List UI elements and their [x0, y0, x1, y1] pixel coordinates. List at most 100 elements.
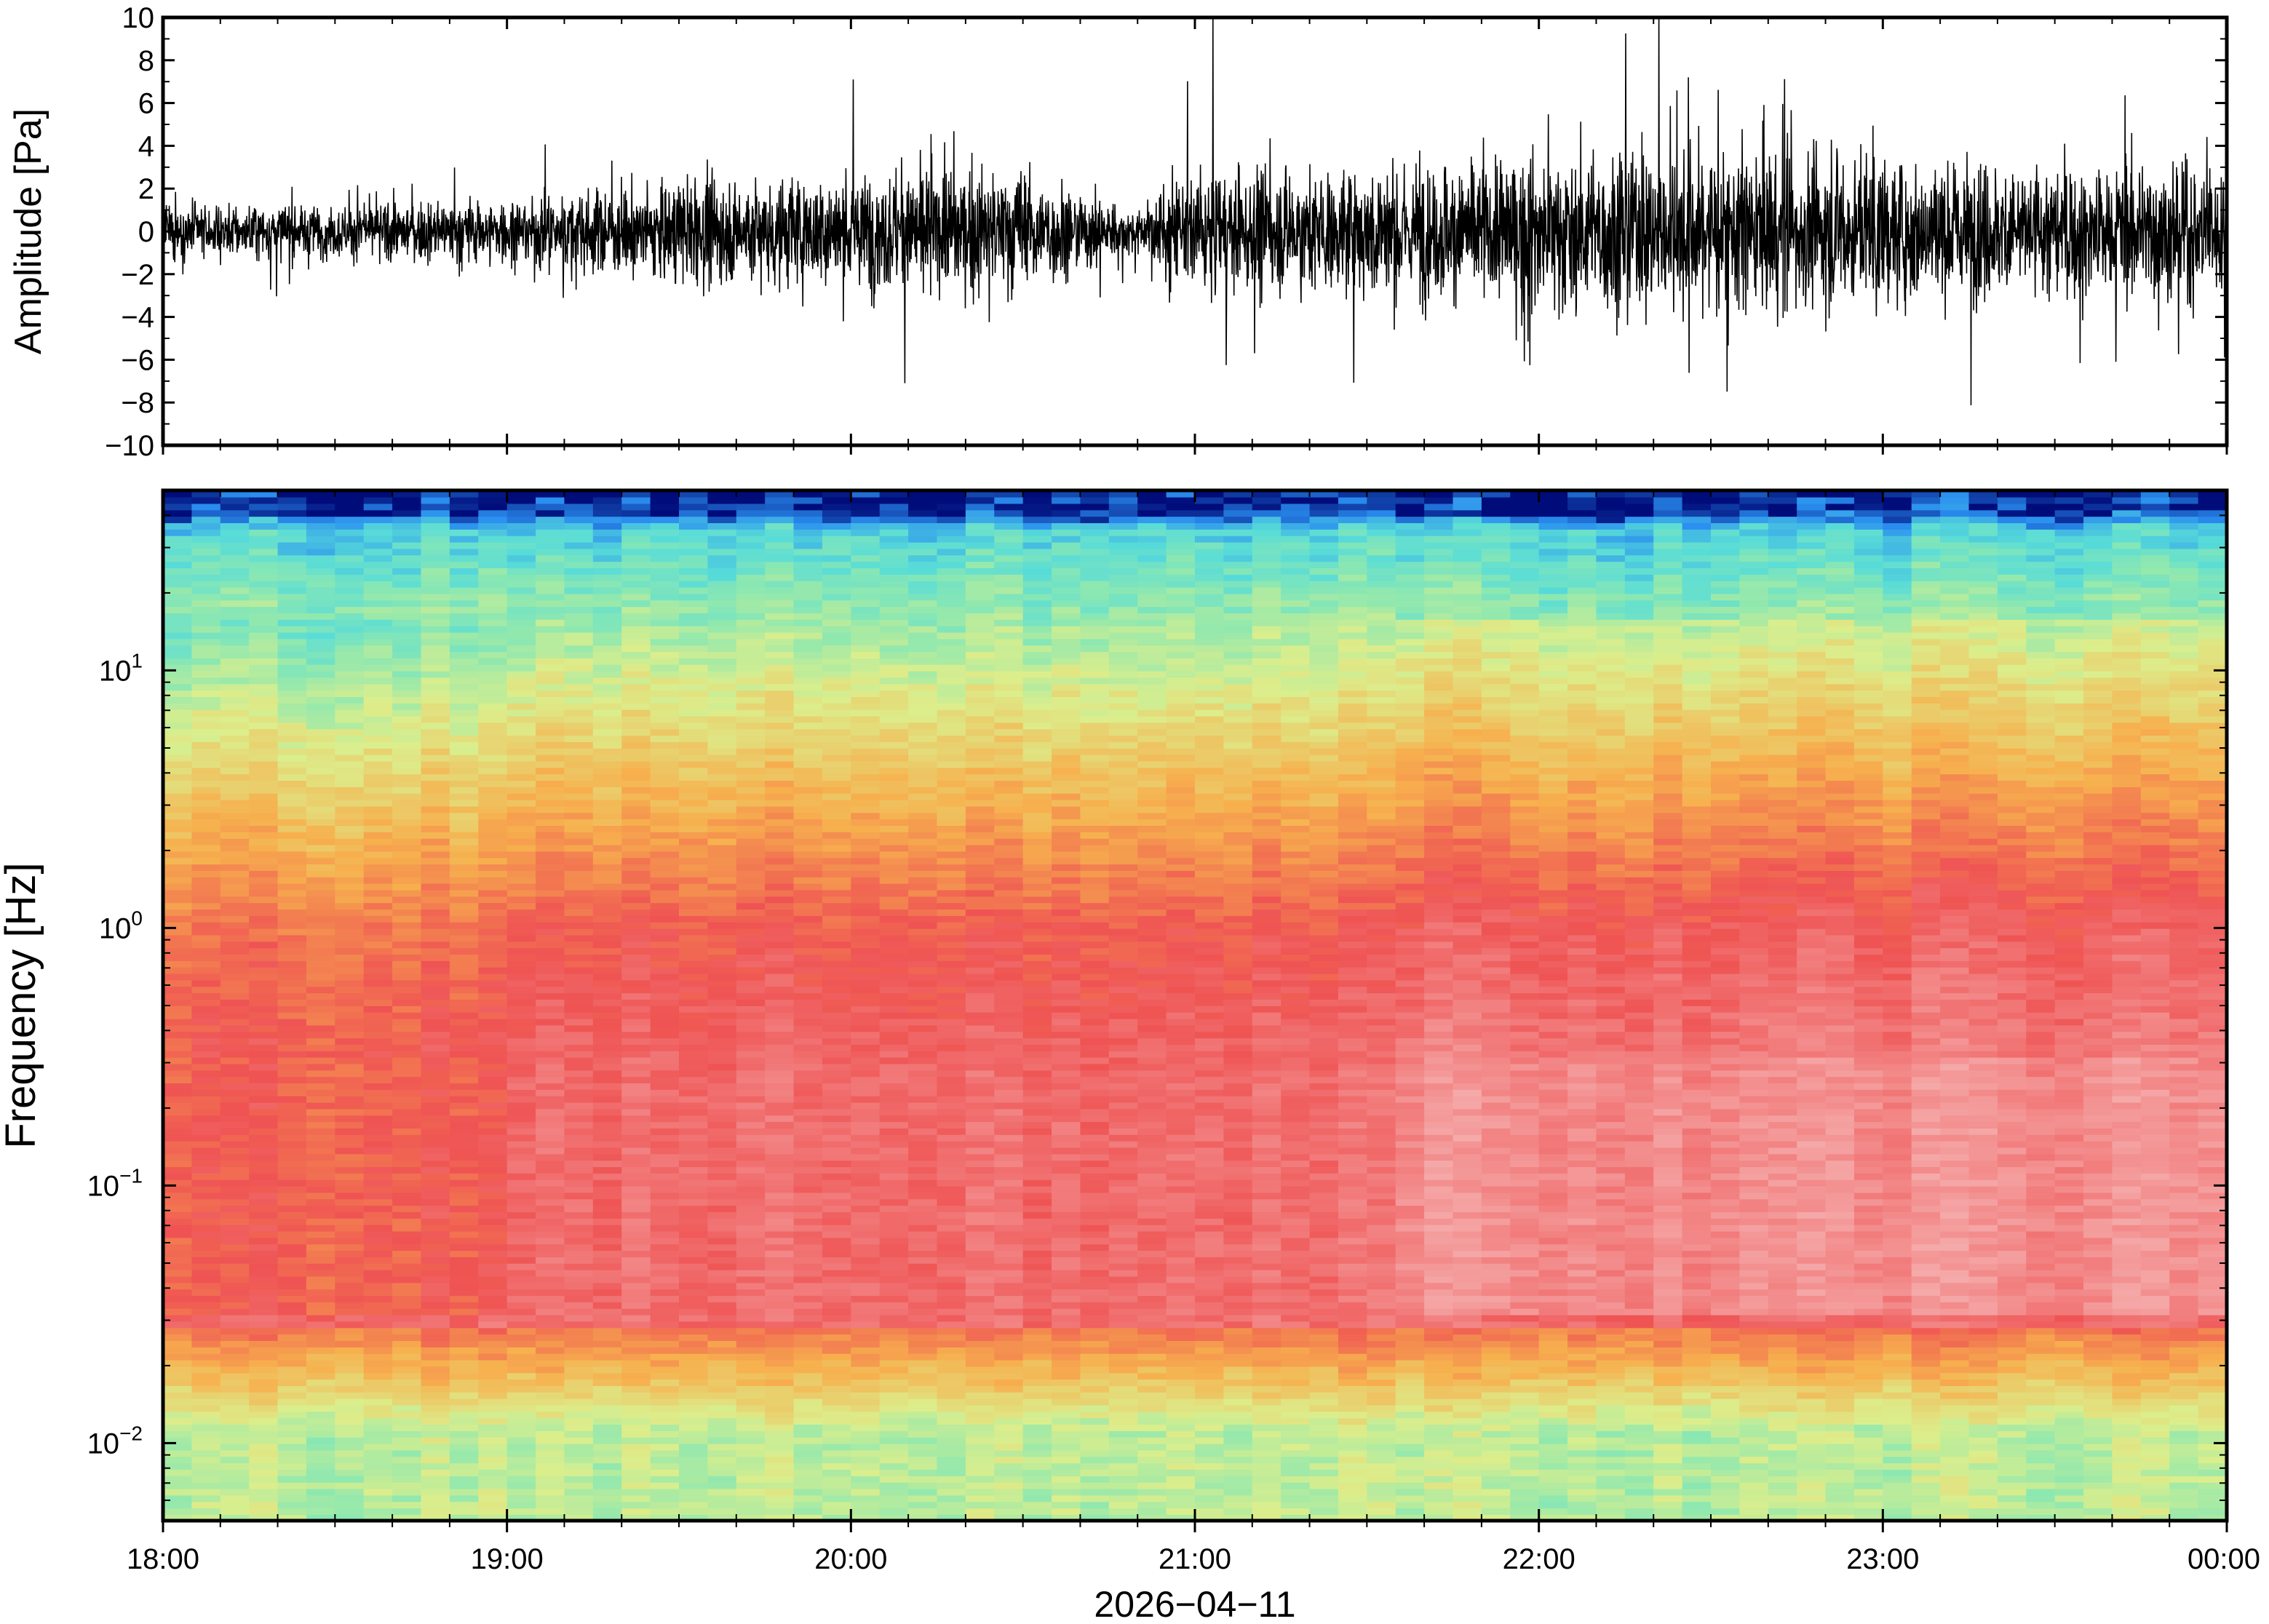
- spectrogram-cell: [249, 851, 279, 859]
- spectrogram-cell: [163, 1115, 193, 1123]
- spectrogram-cell: [392, 735, 422, 742]
- spectrogram-cell: [707, 1018, 737, 1026]
- spectrogram-cell: [650, 787, 680, 794]
- spectrogram-cell: [879, 1153, 909, 1161]
- spectrogram-cell: [822, 844, 852, 852]
- spectrogram-cell: [392, 600, 422, 608]
- spectrogram-cell: [449, 645, 480, 653]
- spectrogram-cell: [1022, 690, 1052, 697]
- spectrogram-cell: [707, 1443, 737, 1451]
- spectrogram-cell: [421, 1147, 450, 1155]
- spectrogram-cell: [449, 1449, 480, 1457]
- spectrogram-cell: [249, 966, 279, 974]
- spectrogram-cell: [621, 1327, 651, 1335]
- spectrogram-cell: [994, 1038, 1024, 1045]
- spectrogram-cell: [650, 735, 680, 742]
- spectrogram-cell: [707, 857, 737, 865]
- spectrogram-cell: [765, 1398, 795, 1406]
- spectrogram-cell: [650, 568, 680, 575]
- spectrogram-cell: [536, 1443, 565, 1451]
- spectrogram-cell: [363, 819, 393, 826]
- spectrogram-cell: [421, 522, 450, 530]
- spectrogram-cell: [392, 1205, 422, 1212]
- spectrogram-cell: [478, 954, 508, 961]
- spectrogram-cell: [536, 1282, 565, 1290]
- spectrogram-cell: [421, 1321, 450, 1329]
- spectrogram-cell: [937, 1372, 966, 1380]
- spectrogram-cell: [765, 986, 795, 994]
- spectrogram-cell: [621, 509, 651, 517]
- spectrogram-cell: [879, 986, 909, 994]
- spectrogram-cell: [335, 490, 365, 498]
- spectrogram-cell: [421, 1153, 450, 1161]
- spectrogram-cell: [851, 1321, 881, 1329]
- spectrogram-cell: [191, 960, 221, 968]
- spectrogram-cell: [478, 1038, 508, 1045]
- spectrogram-cell: [765, 703, 795, 710]
- spectrogram-cell: [822, 1469, 852, 1476]
- spectrogram-cell: [937, 1366, 966, 1374]
- spectrogram-cell: [191, 837, 221, 845]
- spectrogram-cell: [879, 1179, 909, 1187]
- spectrogram-cell: [994, 1205, 1024, 1212]
- spectrogram-cell: [937, 1321, 966, 1329]
- spectrogram-cell: [1022, 1436, 1052, 1444]
- spectrogram-cell: [908, 1102, 938, 1110]
- spectrogram-cell: [564, 966, 594, 974]
- spectrogram-cell: [277, 941, 307, 949]
- spectrogram-cell: [879, 877, 909, 884]
- spectrogram-cell: [363, 1102, 393, 1110]
- spectrogram-cell: [449, 1121, 480, 1129]
- spectrogram-cell: [392, 1359, 422, 1367]
- spectrogram-cell: [879, 535, 909, 543]
- spectrogram-cell: [249, 1031, 279, 1039]
- spectrogram-cell: [449, 805, 480, 813]
- spectrogram-cell: [965, 1089, 996, 1096]
- spectrogram-cell: [421, 1211, 450, 1219]
- spectrogram-cell: [937, 715, 966, 723]
- spectrogram-cell: [1052, 1302, 1081, 1309]
- spectrogram-cell: [163, 1153, 193, 1161]
- spectrogram-cell: [277, 857, 307, 865]
- spectrogram-cell: [592, 825, 623, 832]
- spectrogram-cell: [822, 1494, 852, 1502]
- spectrogram-cell: [1022, 1443, 1052, 1451]
- spectrogram-cell: [621, 1449, 651, 1457]
- spectrogram-cell: [851, 496, 881, 504]
- spectrogram-cell: [937, 754, 966, 762]
- spectrogram-cell: [220, 1275, 250, 1283]
- spectrogram-cell: [937, 1102, 966, 1110]
- spectrogram-cell: [249, 1334, 279, 1341]
- spectrogram-cell: [191, 535, 221, 543]
- spectrogram-cell: [592, 1359, 623, 1367]
- spectrogram-cell: [994, 1340, 1024, 1348]
- spectrogram-cell: [363, 1243, 393, 1251]
- spectrogram-cell: [621, 1218, 651, 1225]
- spectrogram-cell: [879, 960, 909, 968]
- spectrogram-cell: [822, 1404, 852, 1412]
- spectrogram-cell: [965, 1449, 996, 1457]
- spectrogram-cell: [736, 1011, 766, 1019]
- spectrogram-cell: [392, 877, 422, 884]
- spectrogram-cell: [1052, 1481, 1081, 1489]
- spectrogram-cell: [736, 992, 766, 1000]
- spectrogram-cell: [335, 1353, 365, 1361]
- spectrogram-cell: [220, 638, 250, 646]
- spectrogram-cell: [478, 1237, 508, 1245]
- spectrogram-cell: [765, 580, 795, 588]
- spectrogram-cell: [536, 1476, 565, 1483]
- spectrogram-cell: [937, 593, 966, 601]
- spectrogram-cell: [621, 1436, 651, 1444]
- spectrogram-cell: [363, 509, 393, 517]
- spectrogram-cell: [851, 864, 881, 871]
- spectrogram-cell: [965, 941, 996, 949]
- spectrogram-cell: [765, 857, 795, 865]
- spectrogram-cell: [506, 1508, 536, 1515]
- spectrogram-cell: [220, 979, 250, 987]
- spectrogram-cell: [478, 509, 508, 517]
- spectrogram-cell: [765, 490, 795, 498]
- spectrogram-cell: [793, 1430, 823, 1438]
- spectrogram-cell: [220, 1334, 250, 1341]
- spectrogram-cell: [851, 1102, 881, 1110]
- spectrogram-cell: [908, 1192, 938, 1200]
